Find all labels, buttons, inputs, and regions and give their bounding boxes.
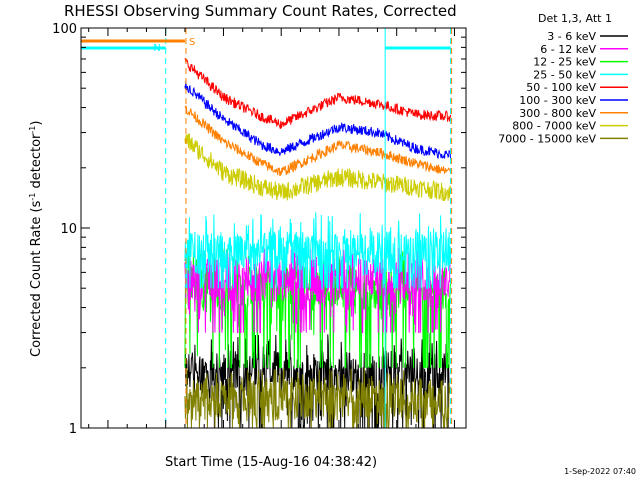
timestamp: 1-Sep-2022 07:40 <box>564 467 636 476</box>
y-label-part: Corrected Count Rate (s <box>29 200 44 357</box>
legend-label: 6 - 12 keV <box>540 43 596 56</box>
series-line <box>184 332 452 429</box>
series-line <box>184 80 452 160</box>
y-tick-label: 1 <box>69 422 77 437</box>
x-axis: 04:4505:0005:1505:3005:4506:0006:15 <box>88 28 455 428</box>
legend-label: 7000 - 15000 keV <box>498 132 596 145</box>
series-line <box>184 104 452 177</box>
chart-title: RHESSI Observing Summary Count Rates, Co… <box>64 2 457 20</box>
y-label-part: ) <box>29 121 44 126</box>
x-axis-label: Start Time (15-Aug-16 04:38:42) <box>165 455 377 470</box>
series-line <box>184 133 452 202</box>
flag-label: N <box>153 43 160 54</box>
series-line <box>184 58 452 129</box>
legend-header: Det 1,3, Att 1 <box>538 12 612 25</box>
legend-label: 800 - 7000 keV <box>512 120 596 133</box>
series-line <box>184 212 452 289</box>
y-axis: 1 10 100 <box>52 22 466 437</box>
y-tick-label: 10 <box>60 222 77 237</box>
legend-label: 3 - 6 keV <box>547 30 596 43</box>
flag-bars: SN <box>81 37 451 54</box>
flag-label: S <box>189 37 195 48</box>
legend-label: 300 - 800 keV <box>519 107 596 120</box>
legend-label: 25 - 50 keV <box>533 68 596 81</box>
traces-layer <box>184 58 452 429</box>
y-label-part: detector <box>29 133 44 193</box>
y-label-sup: -1 <box>28 126 37 134</box>
y-axis-label: Corrected Count Rate (s-1 detector-1) <box>28 121 44 357</box>
y-tick-label: 100 <box>52 22 77 37</box>
legend-label: 12 - 25 keV <box>533 56 596 69</box>
legend-label: 50 - 100 keV <box>526 81 596 94</box>
y-label-sup: -1 <box>28 193 37 201</box>
reference-lines <box>165 28 453 428</box>
legend-label: 100 - 300 keV <box>519 94 596 107</box>
